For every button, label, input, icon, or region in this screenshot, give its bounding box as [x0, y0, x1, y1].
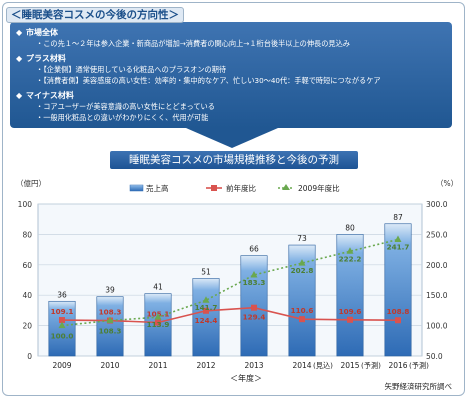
marker-base [394, 235, 402, 242]
section-heading-minus: ◆ マイナス材料 [16, 91, 74, 100]
bar-sales [336, 234, 364, 357]
yoy-value-label: 109.6 [339, 307, 362, 316]
y-left-unit: （億円） [16, 178, 46, 188]
legend-swatch-sales [129, 184, 144, 192]
marker-base [202, 296, 210, 303]
summary-callout: ◆ 市場全体 ・この先１～２年は参入企業・新商品が増加→消費者の関心向上→１桁台後… [10, 22, 452, 128]
y-left-tick-label: 60 [22, 261, 32, 270]
y-right-tick-label: 150.0 [426, 291, 448, 300]
y-right-unit: （%） [436, 179, 458, 188]
plot-area [37, 203, 423, 357]
section-heading-plus: ◆ プラス材料 [16, 54, 66, 63]
x-tick-label: 2011 [148, 361, 167, 370]
section-heading-market: ◆ 市場全体 [16, 28, 58, 37]
base-value-label: 108.3 [99, 327, 122, 336]
plus-item-1: ・【企業側】通常使用している化粧品へのプラスオンの期待 [36, 65, 227, 74]
x-tick-label: 2010 [100, 361, 119, 370]
market-item-1: ・この先１～２年は参入企業・新商品が増加→消費者の関心向上→１桁台後半以上の伸長… [36, 39, 350, 48]
y-left-tick-label: 100 [18, 200, 33, 209]
bar-value-label: 80 [345, 223, 355, 232]
bar-sales [96, 296, 124, 357]
marker-yoy [395, 317, 401, 324]
marker-yoy [251, 304, 257, 311]
yoy-value-label: 110.6 [291, 306, 314, 315]
x-tick-label: 2012 [196, 361, 215, 370]
legend-label-base: 2009年度比 [298, 183, 340, 193]
y-left-tick-label: 20 [22, 322, 32, 331]
plus-item-2: ・【消費者側】美容感度の高い女性：効率的・集中的なケア、忙しい30～40代：手軽… [36, 76, 381, 85]
bar-value-label: 39 [105, 286, 115, 295]
chart-title: 睡眠美容コスメの市場規模推移と今後の予測 [110, 151, 358, 169]
bar-value-label: 73 [297, 234, 307, 243]
y-right-tick-label: 50.0 [426, 352, 443, 361]
marker-yoy [155, 319, 161, 326]
minus-item-2: ・一般用化粧品との違いがわかりにくく、代用が可能 [36, 113, 209, 122]
marker-base [298, 259, 306, 266]
legend-label-sales: 売上高 [146, 183, 169, 193]
y-right-tick-label: 200.0 [426, 261, 448, 270]
y-left-tick-label: 80 [22, 230, 32, 239]
base-value-label: 222.2 [339, 254, 362, 263]
x-axis-title: ＜年度＞ [230, 373, 262, 383]
x-tick-label: 2014 [292, 361, 311, 370]
x-tick-label: 2013 [244, 361, 263, 370]
marker-base [250, 270, 258, 278]
marker-base [154, 313, 162, 320]
yoy-value-label: 108.3 [99, 308, 122, 317]
legend-marker-base [282, 184, 290, 190]
x-tick-label: 2009 [52, 361, 71, 370]
bar-sales [48, 300, 76, 357]
x-tick-label: 2015 [340, 361, 359, 370]
minus-item-1: ・コアユーザーが美容意識の高い女性にとどまっている [36, 102, 215, 111]
line-yoy [61, 306, 399, 324]
marker-yoy [299, 316, 305, 323]
bar-value-label: 66 [249, 245, 259, 254]
base-value-label: 183.3 [243, 278, 266, 287]
x-tick-note: (予測) [409, 361, 429, 370]
legend-marker-yoy [211, 185, 217, 191]
base-value-label: 113.9 [147, 320, 170, 329]
marker-yoy [347, 316, 353, 323]
y-right-tick-label: 250.0 [426, 230, 448, 239]
callout-arrow [186, 128, 278, 148]
bar-sales [384, 223, 412, 357]
y-left-tick-label: 0 [27, 352, 32, 361]
yoy-value-label: 109.1 [51, 307, 74, 316]
marker-yoy [59, 317, 65, 324]
base-value-label: 141.7 [195, 303, 218, 312]
marker-base [346, 247, 354, 254]
base-value-label: 202.8 [291, 266, 314, 275]
yoy-value-label: 124.4 [195, 316, 218, 325]
marker-base [58, 321, 66, 329]
y-right-tick-label: 100.0 [426, 322, 448, 331]
base-value-label: 241.7 [387, 242, 410, 251]
y-left-tick-label: 40 [22, 291, 32, 300]
x-tick-note: (見込) [313, 361, 333, 370]
y-right-tick-label: 300.0 [426, 200, 448, 209]
bar-sales [192, 278, 220, 357]
marker-base [106, 316, 114, 324]
legend-label-yoy: 前年度比 [226, 183, 256, 193]
x-tick-note: (予測) [361, 361, 381, 370]
x-tick-label: 2016 [388, 361, 407, 370]
base-value-label: 100.0 [51, 332, 74, 341]
bar-value-label: 36 [57, 290, 67, 299]
yoy-value-label: 108.8 [387, 307, 410, 316]
bar-value-label: 87 [393, 213, 403, 222]
bar-value-label: 41 [153, 283, 163, 292]
source-note: 矢野経済研究所調べ [385, 381, 453, 391]
bar-value-label: 51 [201, 267, 211, 276]
marker-yoy [203, 307, 209, 314]
yoy-value-label: 129.4 [243, 313, 266, 322]
page-title: ＜睡眠美容コスメの今後の方向性＞ [6, 7, 184, 23]
